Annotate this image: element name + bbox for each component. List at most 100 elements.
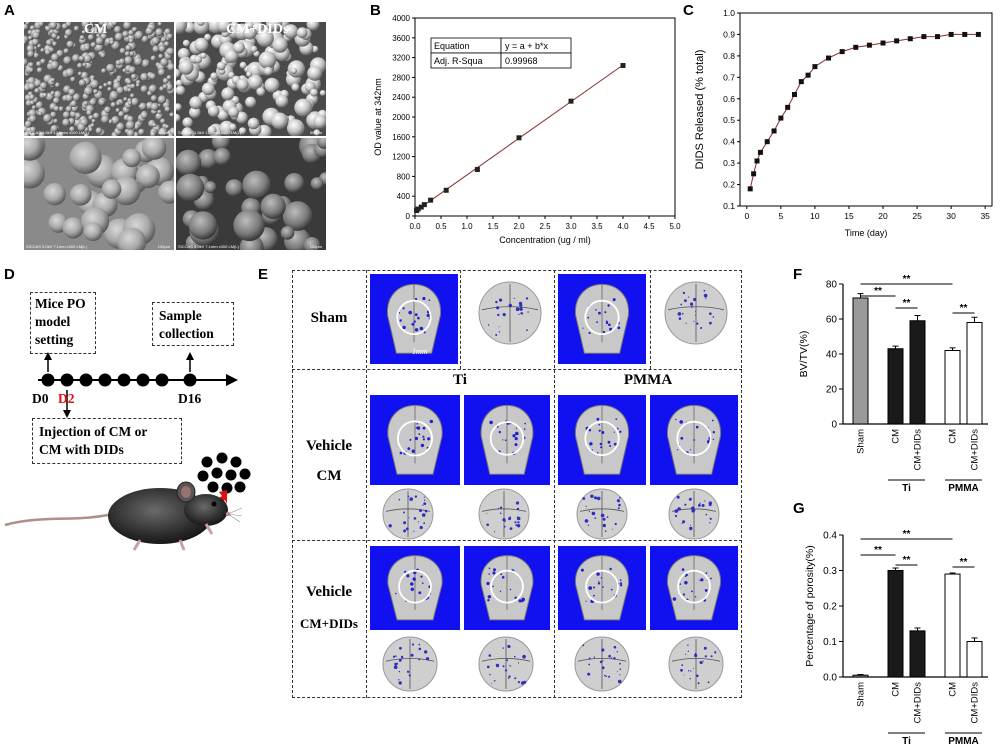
timeline: [38, 352, 238, 418]
timeline-dot: [183, 373, 197, 387]
ct-disk-pmma-cmdids-1: [574, 636, 630, 692]
ct-disk-ti-cmdids-1: [382, 636, 438, 692]
ct-skull-ti-cm-1: [370, 395, 460, 485]
sem-image-cm-dids-high-mag: SICCAS 3.0kV 7.1mm x300 LM(L) 100µm: [176, 138, 326, 250]
timeline-dot: [79, 373, 93, 387]
chart-g-group-pmma: PMMA: [948, 736, 979, 747]
chart-b-table-value: y = a + b*x: [505, 41, 549, 51]
chart-g-bar: [944, 573, 961, 678]
row-label-cm: CM: [316, 468, 342, 484]
chart-c-xtick: 20: [878, 211, 888, 221]
chart-f-ytick: 60: [826, 315, 838, 326]
chart-b-xtick: 2.0: [513, 222, 525, 231]
chart-f-xtick: CM: [948, 429, 959, 444]
chart-f-bar: [887, 348, 904, 425]
timeline-dot: [60, 373, 74, 387]
chart-f-sig-label: **: [960, 303, 968, 314]
chart-b-xtick: 1.5: [487, 222, 499, 231]
chart-f-bvtv: 0 20 40 60 80 BV/TV(%) Sham CM CM+DIDs CM CM+DIDs T…: [798, 274, 988, 494]
chart-f-xtick: CM+DIDs: [970, 429, 981, 471]
chart-b-xtick: 3.5: [591, 222, 603, 231]
chart-c-point: [975, 31, 981, 37]
sem-image-cm-dids-low-mag: SICCAS 1.5kV 12.0mm x100 LM(L) 500µm: [176, 22, 326, 136]
sem-info-4: SICCAS 3.0kV 7.1mm x300 LM(L): [178, 244, 239, 249]
chart-g-ytick: 0.0: [823, 673, 837, 684]
chart-b-ytick: 0: [406, 212, 411, 221]
chart-f-bar: [909, 320, 926, 425]
chart-b-xtick: 4.0: [617, 222, 629, 231]
chart-g-xtick: CM: [948, 682, 959, 697]
chart-b-point: [568, 98, 574, 104]
timeline-dot: [117, 373, 131, 387]
microsphere-cluster: [197, 452, 251, 494]
chart-f-ytick: 80: [826, 280, 838, 291]
chart-c-xtick: 35: [980, 211, 990, 221]
chart-g-bar: [909, 630, 926, 678]
chart-g-sig-label: **: [903, 555, 911, 566]
chart-c-ytick: 0.2: [723, 180, 735, 190]
sem-scalebar-1: 500µm: [157, 130, 170, 135]
chart-b-ytick: 2400: [392, 93, 410, 102]
chart-b-ytick: 1200: [392, 153, 410, 162]
ct-skull-pmma-cmdids-2: [650, 546, 738, 630]
panel-label-d: D: [4, 266, 15, 283]
chart-b-xtick: 0.0: [409, 222, 421, 231]
chart-b-point: [428, 197, 434, 203]
panel-label-a: A: [4, 2, 15, 19]
label-d2: D2: [58, 391, 75, 406]
row-label-vehicle-2: Vehicle: [305, 584, 353, 600]
sem-image-cm-low-mag: SICCAS 1.5kV 12.0mm x100 LM(L) 500µm: [24, 22, 174, 136]
chart-g-group-ti: Ti: [902, 736, 911, 747]
chart-c-point: [791, 91, 797, 97]
chart-b-ytick: 3200: [392, 54, 410, 63]
chart-b-point: [474, 166, 480, 172]
chart-c-point: [826, 55, 832, 61]
chart-b-table-value: 0.99968: [505, 56, 538, 66]
timeline-dot: [155, 373, 169, 387]
chart-f-xtick: Sham: [856, 429, 867, 454]
chart-c-ytick: 0.8: [723, 51, 735, 61]
chart-c-xlabel: Time (day): [845, 228, 888, 238]
chart-b-ylabel: OD value at 342nm: [373, 78, 383, 156]
ct-skull-ti-cmdids-2: [464, 546, 550, 630]
chart-c-xtick: 0: [744, 211, 749, 221]
ct-skull-pmma-cm-2: [650, 395, 738, 485]
chart-g-ytick: 0.2: [823, 602, 837, 613]
panel-label-f: F: [793, 266, 803, 283]
chart-b-ytick: 400: [397, 192, 411, 201]
chart-g-ytick: 0.4: [823, 531, 837, 542]
chart-b-point: [620, 63, 626, 69]
box-injection: Injection of CM or CM with DIDs: [32, 418, 182, 464]
chart-b-xtick: 3.0: [565, 222, 577, 231]
chart-b-point: [415, 206, 421, 212]
row-label-cm-dids: CM+DIDs: [300, 616, 358, 631]
chart-b-xtick: 4.5: [643, 222, 655, 231]
chart-c-ylabel: DIDS Released (% total): [694, 50, 706, 170]
chart-b-point: [443, 187, 449, 193]
ct-skull-sham-2: [558, 274, 646, 364]
chart-f-group-pmma: PMMA: [948, 483, 979, 494]
ct-scalebar: 1mm: [412, 347, 428, 356]
chart-b-xlabel: Concentration (ug / ml): [499, 235, 591, 245]
chart-f-bar: [944, 350, 961, 425]
chart-g-xtick: CM+DIDs: [970, 682, 981, 724]
timeline-dot: [136, 373, 150, 387]
ct-grid-frame: [292, 270, 742, 698]
chart-c-point: [778, 115, 784, 121]
chart-b-xtick: 5.0: [669, 222, 681, 231]
chart-b-point: [421, 202, 427, 208]
ct-disk-pmma-cm-1: [576, 488, 628, 540]
panel-label-c: C: [683, 2, 694, 19]
sem-image-cm-high-mag: SICCAS 3.0kV 7.1mm x300 LM(L) 100µm: [24, 138, 174, 250]
chart-c-point: [839, 49, 845, 55]
chart-b-table-key: Adj. R-Squa: [434, 56, 483, 66]
chart-g-sig-label: **: [960, 557, 968, 568]
chart-f-bar: [852, 297, 869, 425]
chart-b-point: [516, 135, 522, 141]
chart-f-ytick: 0: [831, 420, 837, 431]
ct-skull-ti-cmdids-1: [370, 546, 460, 630]
chart-c-point: [894, 38, 900, 44]
panel-label-e: E: [258, 266, 269, 283]
chart-c-ytick: 0.4: [723, 137, 735, 147]
timeline-dot: [98, 373, 112, 387]
